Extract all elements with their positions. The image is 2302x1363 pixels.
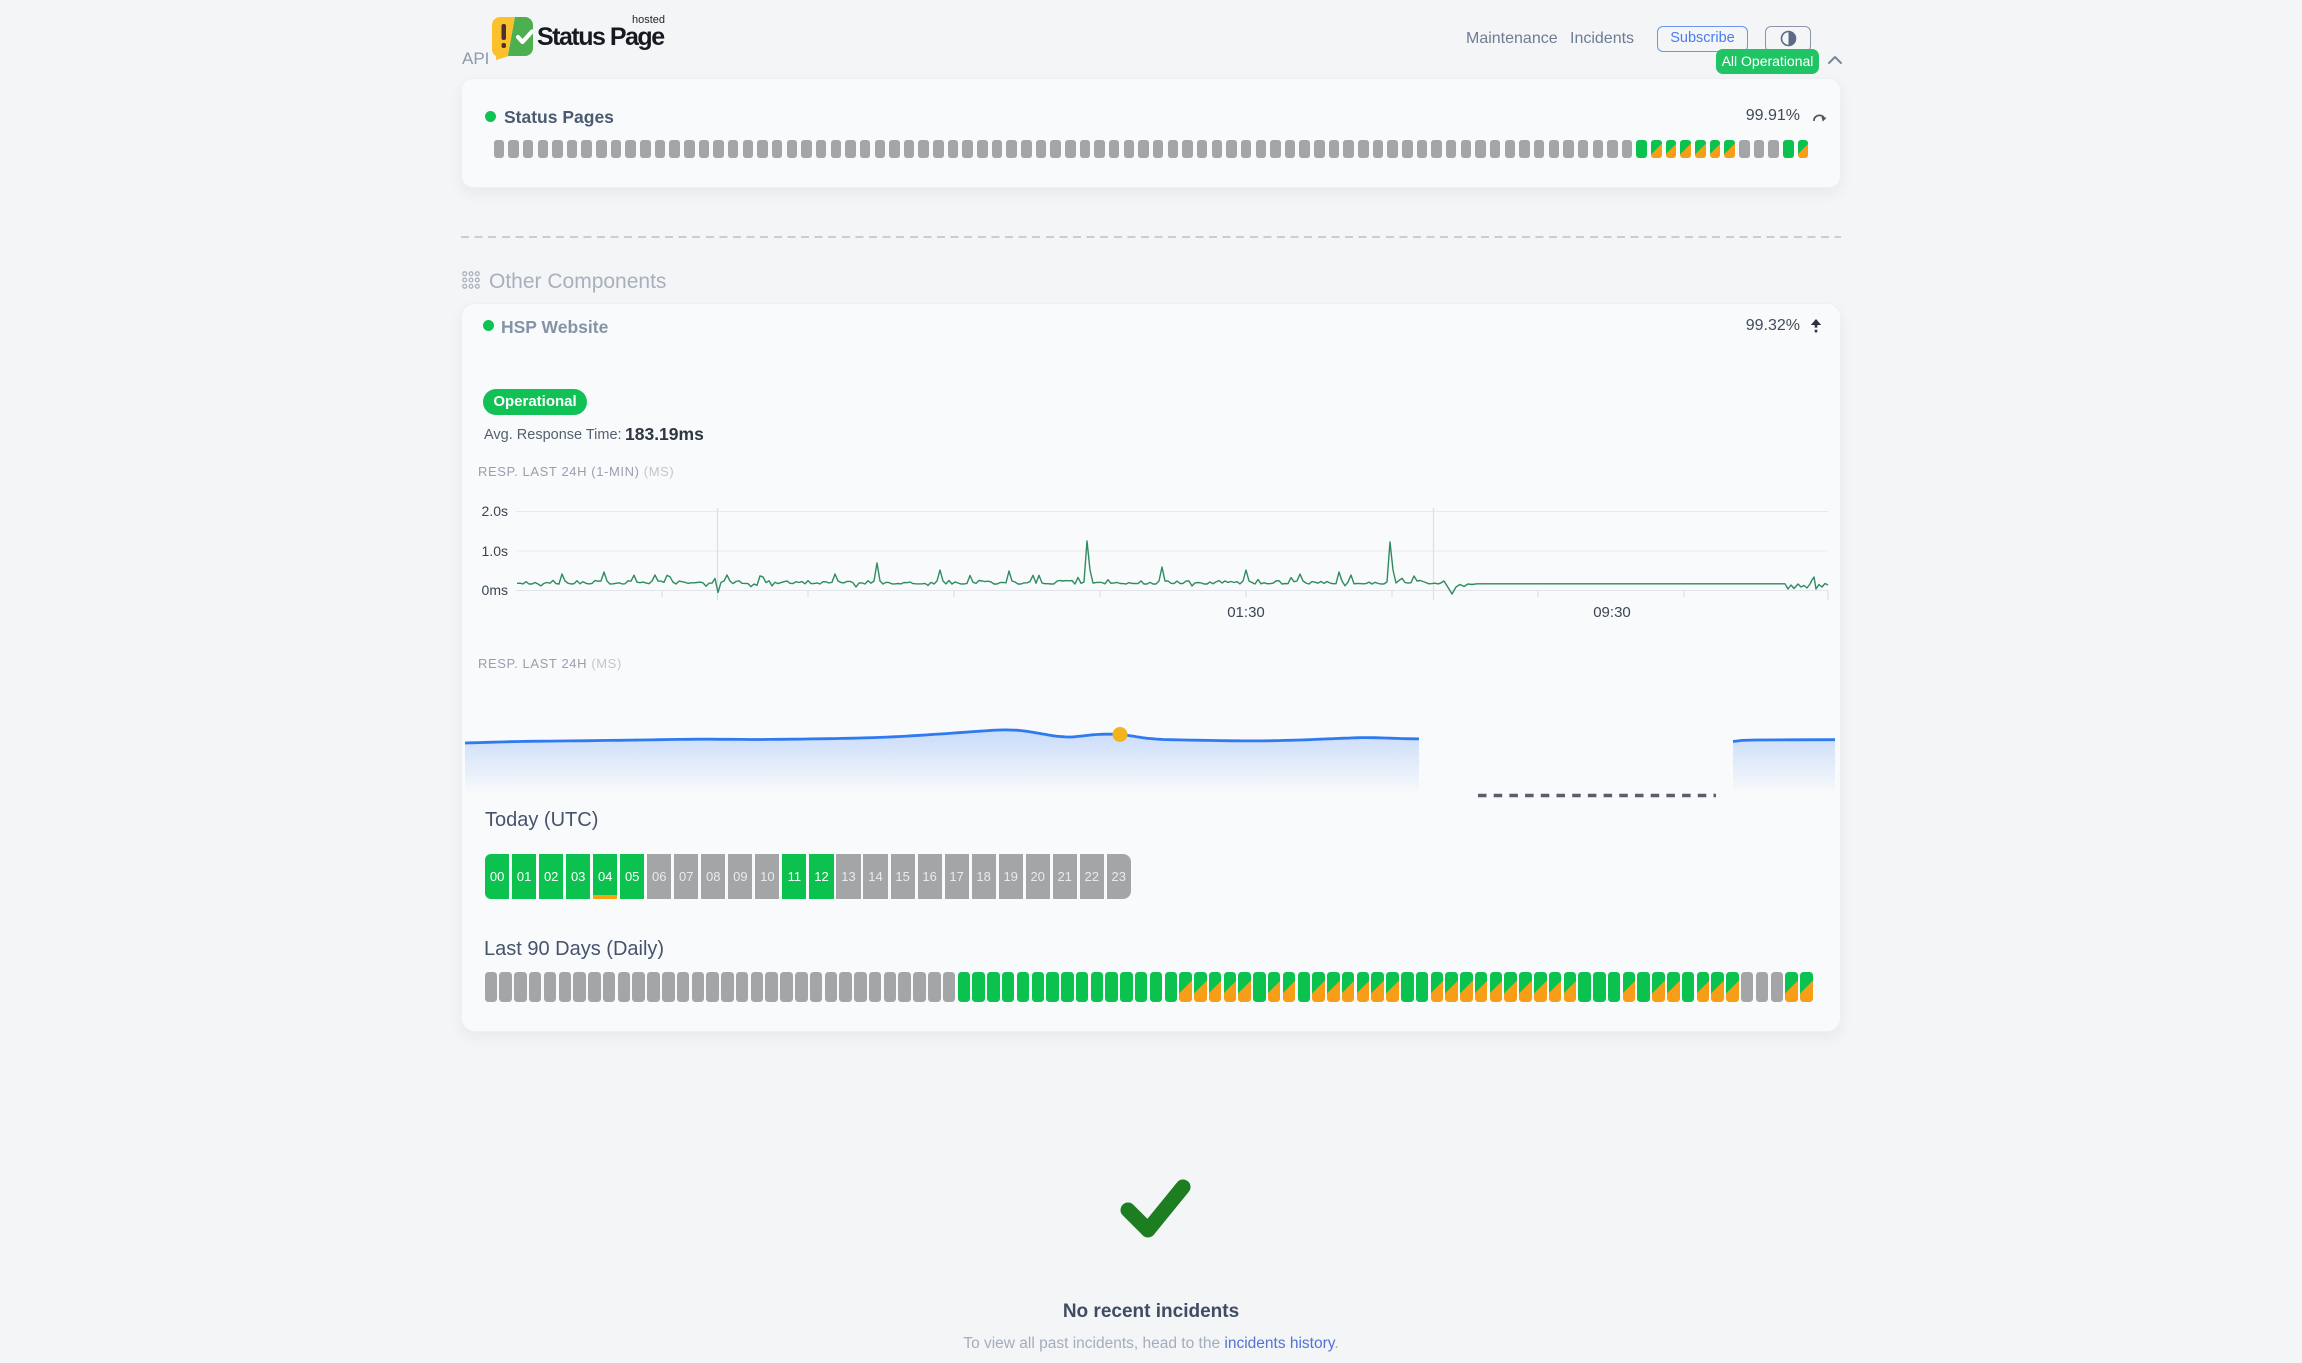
svg-text:01:30: 01:30 xyxy=(1227,604,1265,621)
svg-text:09:30: 09:30 xyxy=(1593,604,1631,621)
svg-text:2.0s: 2.0s xyxy=(482,503,508,519)
svg-text:1.0s: 1.0s xyxy=(482,543,508,559)
svg-text:0ms: 0ms xyxy=(482,582,508,598)
